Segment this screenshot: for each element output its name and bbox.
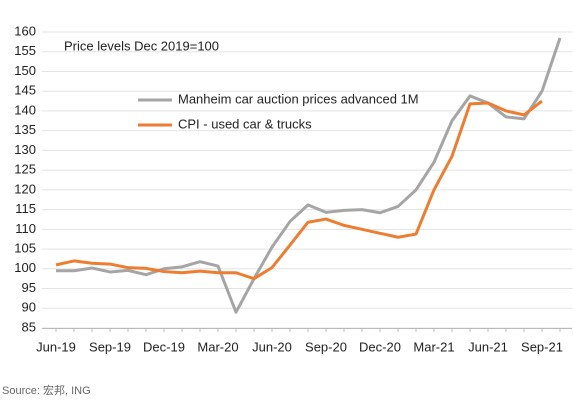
y-tick-label: 145 <box>14 83 36 98</box>
series-line <box>56 37 562 314</box>
y-tick-label: 95 <box>22 280 36 295</box>
annotation: Price levels Dec 2019=100 <box>64 38 219 53</box>
y-tick-label: 120 <box>14 181 36 196</box>
y-tick-label: 100 <box>14 260 36 275</box>
y-tick-label: 155 <box>14 43 36 58</box>
y-tick-label: 160 <box>14 23 36 38</box>
x-tick-label: Sep-21 <box>521 339 563 354</box>
x-tick-label: Mar-21 <box>413 339 454 354</box>
x-tick-label: Dec-20 <box>359 339 401 354</box>
y-tick-label: 90 <box>22 300 36 315</box>
y-tick-label: 125 <box>14 162 36 177</box>
source: Source: 宏邦, ING <box>2 383 91 397</box>
y-tick-label: 105 <box>14 241 36 256</box>
y-tick-label: 85 <box>22 319 36 334</box>
y-tick-label: 150 <box>14 63 36 78</box>
legend-label: Manheim car auction prices advanced 1M <box>178 91 419 106</box>
x-tick-label: Jun-20 <box>252 339 292 354</box>
x-tick-label: Jun-21 <box>468 339 508 354</box>
x-tick-label: Dec-19 <box>143 339 185 354</box>
series-line <box>55 99 543 281</box>
y-tick-label: 130 <box>14 142 36 157</box>
y-tick-label: 140 <box>14 102 36 117</box>
x-tick-label: Jun-19 <box>36 339 76 354</box>
x-tick-label: Sep-20 <box>305 339 347 354</box>
y-tick-label: 135 <box>14 122 36 137</box>
x-tick-label: Sep-19 <box>89 339 131 354</box>
x-tick-label: Mar-20 <box>197 339 238 354</box>
y-tick-label: 115 <box>15 201 36 216</box>
legend-label: CPI - used car & trucks <box>178 116 312 131</box>
y-tick-label: 110 <box>15 221 36 236</box>
